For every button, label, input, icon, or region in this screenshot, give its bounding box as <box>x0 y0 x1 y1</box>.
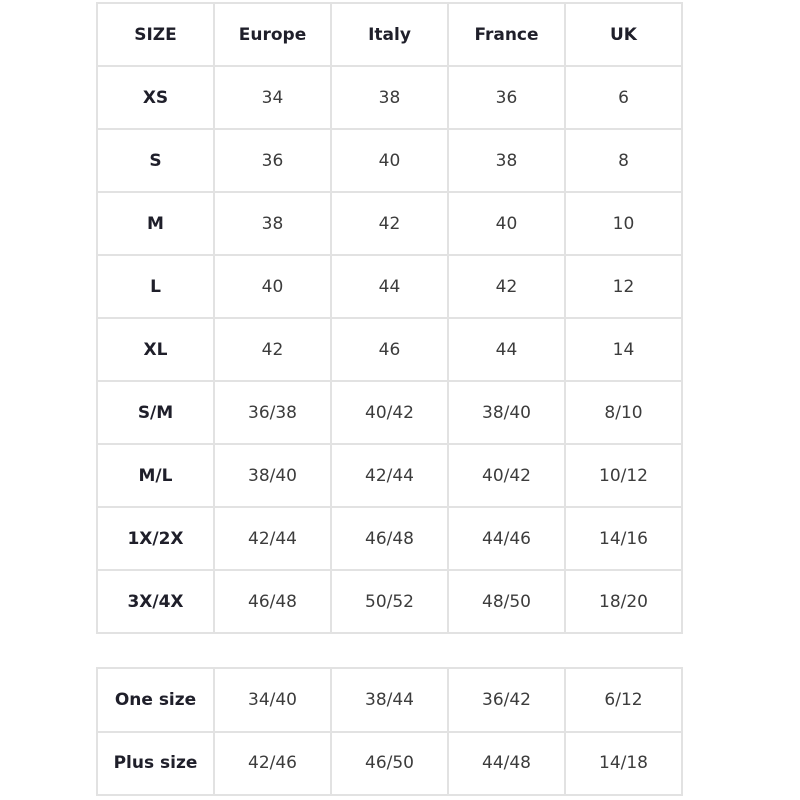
table-row: S 36 40 38 8 <box>96 128 683 193</box>
size-value-cell: 46 <box>330 317 449 382</box>
size-value-cell: 14 <box>564 317 683 382</box>
size-value-cell: 44 <box>447 317 566 382</box>
size-value-cell: 40 <box>447 191 566 256</box>
size-label-cell: XS <box>96 65 215 130</box>
size-value-cell: 40 <box>330 128 449 193</box>
size-value-cell: 42/46 <box>213 730 332 796</box>
size-value-cell: 36 <box>447 65 566 130</box>
size-value-cell: 14/18 <box>564 730 683 796</box>
size-value-cell: 8 <box>564 128 683 193</box>
table-row: S/M 36/38 40/42 38/40 8/10 <box>96 380 683 445</box>
size-value-cell: 46/50 <box>330 730 449 796</box>
table-row: XS 34 38 36 6 <box>96 65 683 130</box>
size-value-cell: 34/40 <box>213 667 332 733</box>
size-value-cell: 40 <box>213 254 332 319</box>
table-row: Plus size 42/46 46/50 44/48 14/18 <box>96 730 683 796</box>
size-value-cell: 42/44 <box>213 506 332 571</box>
size-label-cell: Plus size <box>96 730 215 796</box>
size-value-cell: 38 <box>330 65 449 130</box>
size-value-cell: 6 <box>564 65 683 130</box>
size-value-cell: 44/46 <box>447 506 566 571</box>
size-value-cell: 10/12 <box>564 443 683 508</box>
size-label-cell: S <box>96 128 215 193</box>
size-value-cell: 38 <box>213 191 332 256</box>
size-value-cell: 42 <box>447 254 566 319</box>
table-row: M/L 38/40 42/44 40/42 10/12 <box>96 443 683 508</box>
size-value-cell: 38 <box>447 128 566 193</box>
size-value-cell: 18/20 <box>564 569 683 634</box>
size-value-cell: 6/12 <box>564 667 683 733</box>
column-header: UK <box>564 2 683 67</box>
size-label-cell: 3X/4X <box>96 569 215 634</box>
size-value-cell: 8/10 <box>564 380 683 445</box>
size-value-cell: 38/40 <box>213 443 332 508</box>
column-header: France <box>447 2 566 67</box>
size-value-cell: 36 <box>213 128 332 193</box>
size-value-cell: 46/48 <box>330 506 449 571</box>
size-value-cell: 46/48 <box>213 569 332 634</box>
table-row: 3X/4X 46/48 50/52 48/50 18/20 <box>96 569 683 634</box>
header-row: SIZE Europe Italy France UK <box>96 2 683 67</box>
table-row: XL 42 46 44 14 <box>96 317 683 382</box>
size-value-cell: 42 <box>330 191 449 256</box>
table-row: L 40 44 42 12 <box>96 254 683 319</box>
size-value-cell: 40/42 <box>330 380 449 445</box>
size-label-cell: 1X/2X <box>96 506 215 571</box>
column-header: Italy <box>330 2 449 67</box>
size-value-cell: 38/44 <box>330 667 449 733</box>
size-value-cell: 14/16 <box>564 506 683 571</box>
size-value-cell: 36/38 <box>213 380 332 445</box>
column-header: Europe <box>213 2 332 67</box>
one-size-table: One size 34/40 38/44 36/42 6/12 Plus size 42/4… <box>96 667 683 796</box>
size-label-cell: One size <box>96 667 215 733</box>
table-row: One size 34/40 38/44 36/42 6/12 <box>96 667 683 733</box>
table-row: 1X/2X 42/44 46/48 44/46 14/16 <box>96 506 683 571</box>
size-label-cell: S/M <box>96 380 215 445</box>
size-value-cell: 50/52 <box>330 569 449 634</box>
size-label-cell: M/L <box>96 443 215 508</box>
size-value-cell: 12 <box>564 254 683 319</box>
size-value-cell: 38/40 <box>447 380 566 445</box>
column-header: SIZE <box>96 2 215 67</box>
size-value-cell: 44/48 <box>447 730 566 796</box>
size-value-cell: 10 <box>564 191 683 256</box>
size-value-cell: 34 <box>213 65 332 130</box>
size-label-cell: L <box>96 254 215 319</box>
size-value-cell: 42/44 <box>330 443 449 508</box>
size-value-cell: 40/42 <box>447 443 566 508</box>
size-label-cell: M <box>96 191 215 256</box>
size-chart-table: SIZE Europe Italy France UK XS 34 38 36 6 S 36 40 38 8… <box>96 2 683 634</box>
size-value-cell: 36/42 <box>447 667 566 733</box>
table-row: M 38 42 40 10 <box>96 191 683 256</box>
size-value-cell: 48/50 <box>447 569 566 634</box>
size-label-cell: XL <box>96 317 215 382</box>
size-value-cell: 44 <box>330 254 449 319</box>
size-value-cell: 42 <box>213 317 332 382</box>
